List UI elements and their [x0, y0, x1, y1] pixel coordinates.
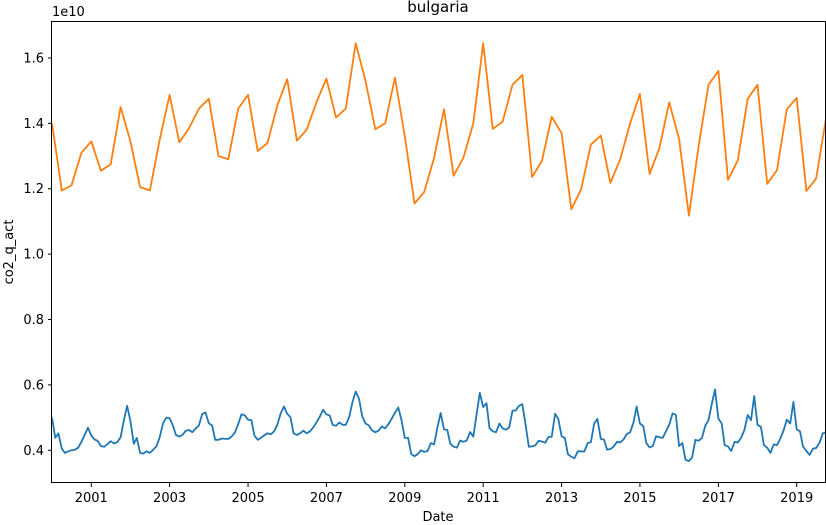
x-axis: 2001 2003 2005 2007 2009 2011 2013 2015 2017 2019: [75, 483, 813, 506]
y-tick-label: 0.6: [23, 378, 44, 393]
x-tick-label: 2001: [75, 491, 108, 506]
x-tick-label: 2015: [623, 491, 656, 506]
series-line-1: [51, 388, 826, 463]
y-offset-label: 1e10: [52, 5, 85, 20]
x-tick-label: 2003: [153, 491, 186, 506]
x-tick-label: 2019: [780, 491, 813, 506]
y-axis-label: co2_q_act: [2, 220, 17, 285]
y-tick-label: 1.4: [23, 117, 44, 132]
y-tick-label: 0.8: [23, 313, 44, 328]
x-axis-label: Date: [422, 510, 453, 525]
series-line-2: [51, 42, 826, 217]
y-tick-label: 0.4: [23, 444, 44, 459]
y-tick-label: 1.0: [23, 248, 44, 263]
chart-title: bulgaria: [407, 0, 468, 16]
x-tick-label: 2009: [388, 491, 421, 506]
y-tick-label: 1.2: [23, 182, 44, 197]
y-axis: 0.4 0.6 0.8 1.0 1.2 1.4 1.6: [23, 51, 52, 459]
y-tick-label: 1.6: [23, 51, 44, 66]
x-tick-label: 2011: [467, 491, 500, 506]
x-tick-label: 2007: [310, 491, 343, 506]
x-tick-label: 2005: [232, 491, 265, 506]
x-tick-label: 2013: [545, 491, 578, 506]
series-layer: [51, 42, 826, 463]
x-tick-label: 2017: [702, 491, 735, 506]
